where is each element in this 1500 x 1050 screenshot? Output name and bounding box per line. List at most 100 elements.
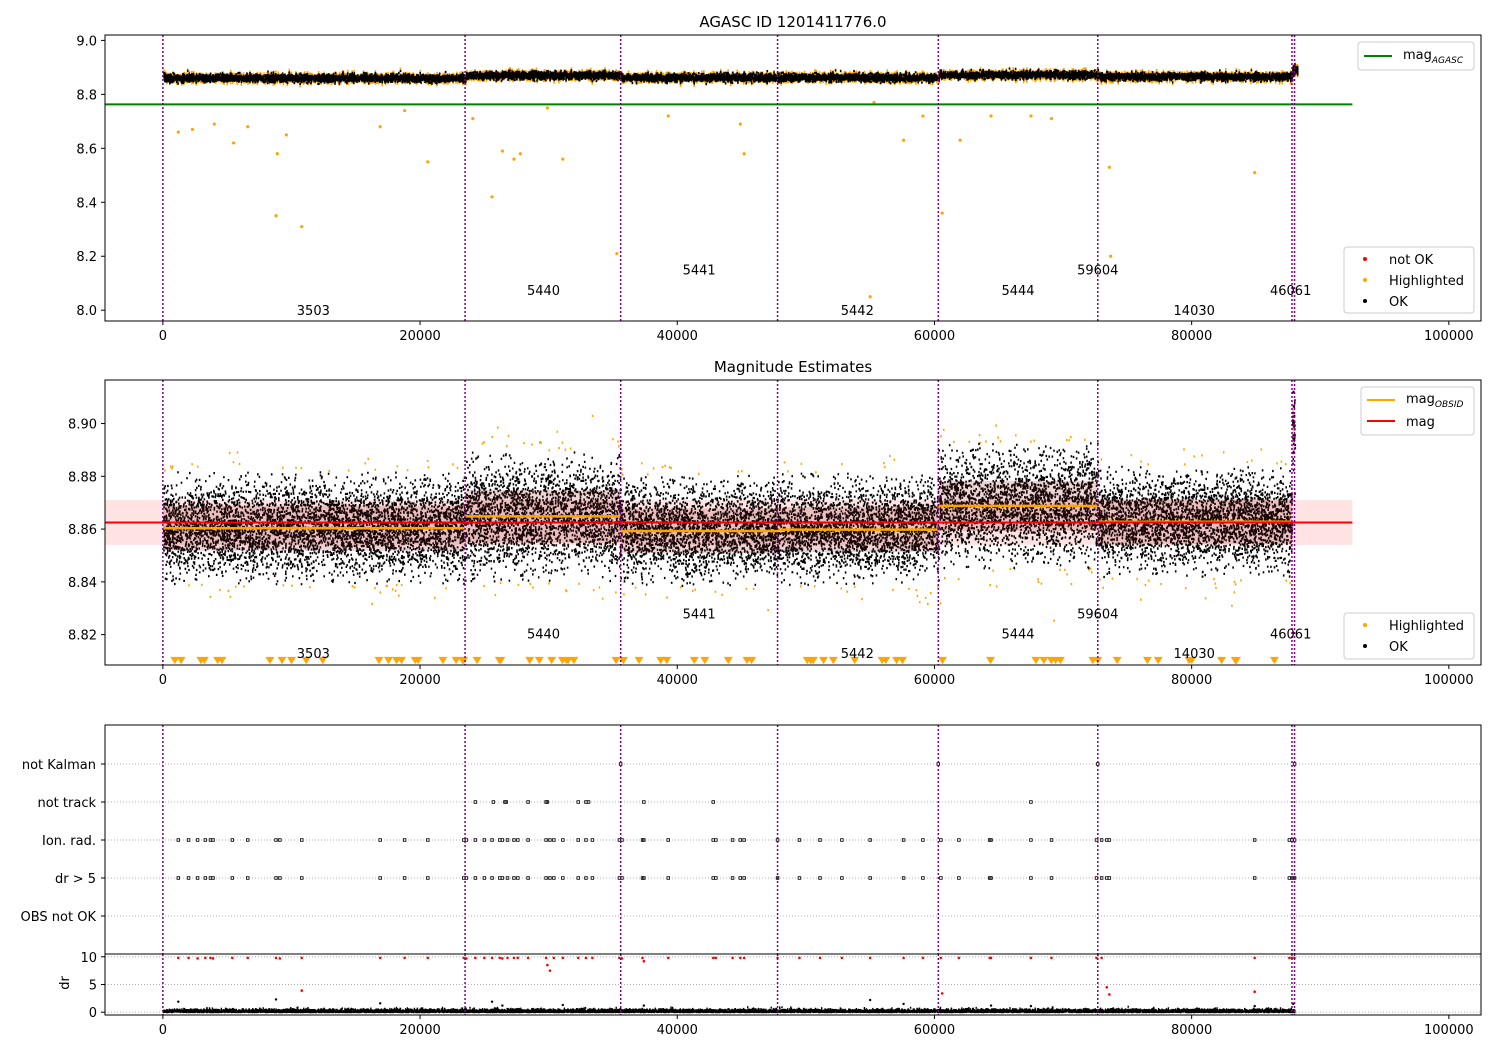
x-tick-label: 80000 <box>1171 673 1212 688</box>
flag-mark <box>1252 876 1257 880</box>
highlighted-outlier-point <box>378 125 382 129</box>
y-tick-label: 8.2 <box>76 250 97 265</box>
flag-mark <box>274 876 278 880</box>
p1-axes: 0 20000 40000 60000 80000 100000 8.0 8.2 8.4 8.6 8… <box>76 34 1482 344</box>
flag-mark <box>742 838 746 842</box>
dr-not-ok-point <box>1253 990 1256 994</box>
highlighted-outlier-point <box>284 133 288 137</box>
dr-not-ok-point <box>278 957 282 960</box>
highlighted-outlier-point <box>518 152 522 156</box>
p3-axes: not Kalman not track Ion. rad. dr > 5 OBS no… <box>21 724 1482 955</box>
obsid-label: 59604 <box>1077 264 1118 279</box>
category-label: dr > 5 <box>55 872 96 887</box>
highlighted-outlier-point <box>742 152 746 156</box>
highlighted-outlier-point <box>901 138 906 142</box>
highlighted-outlier-point <box>275 152 279 156</box>
dr-not-ok-point <box>512 956 516 960</box>
x-tick-label: 40000 <box>657 673 698 688</box>
y-tick-label: 8.84 <box>68 576 97 591</box>
y-tick-label: 8.86 <box>68 523 97 538</box>
flag-mark <box>714 838 718 842</box>
dr-not-ok-point <box>426 956 430 960</box>
dr-not-ok-point <box>544 956 548 960</box>
dr-not-ok-point <box>526 956 530 960</box>
highlighted-outlier-point <box>615 251 619 256</box>
flag-mark <box>797 838 802 842</box>
dr-not-ok-point <box>490 956 494 960</box>
flag-mark <box>1029 800 1033 804</box>
flag-mark <box>378 838 382 842</box>
flag-mark <box>552 838 556 842</box>
flag-mark <box>584 838 588 842</box>
dr-ylabel: dr <box>58 976 73 990</box>
flag-mark <box>203 838 208 842</box>
highlighted-outlier-point <box>426 160 430 164</box>
highlighted-outlier-point <box>561 157 565 161</box>
obsid-label: 3503 <box>297 647 330 662</box>
flag-mark <box>590 838 595 842</box>
y-tick-label: 8.8 <box>76 88 97 103</box>
highlighted-outlier-point <box>958 138 962 142</box>
flag-mark <box>505 876 510 880</box>
dr-outlier-point <box>177 1000 180 1003</box>
agasc-magnitude-panel: AGASC ID 1201411776.0 3503 5440 5441 5442 54… <box>76 13 1482 344</box>
flag-mark <box>490 876 494 880</box>
y-tick-label: 8.90 <box>68 418 97 433</box>
flag-mark <box>620 838 624 842</box>
dr-not-ok-point <box>868 956 872 960</box>
flag-mark <box>921 876 925 880</box>
flag-mark <box>278 838 282 842</box>
flag-mark <box>516 838 520 842</box>
dr-not-ok-point <box>211 957 215 960</box>
flag-mark <box>738 838 742 842</box>
flag-mark <box>1252 838 1257 842</box>
obsid-label: 46061 <box>1270 627 1311 642</box>
obsid-label: 5444 <box>1001 284 1034 299</box>
x-tick-label: 20000 <box>399 1023 440 1038</box>
x-tick-label: 80000 <box>1171 1023 1212 1038</box>
obsid-label: 5441 <box>683 264 716 279</box>
figure-title: AGASC ID 1201411776.0 <box>699 13 886 31</box>
dr-outlier-point <box>868 998 872 1002</box>
x-tick-label: 0 <box>159 673 167 688</box>
highlighted-outlier-point <box>921 114 925 118</box>
x-tick-label: 40000 <box>657 1023 698 1038</box>
flag-mark <box>464 838 469 842</box>
x-tick-label: 20000 <box>399 673 440 688</box>
legend-highlighted: Highlighted <box>1389 274 1464 289</box>
obsid-label: 59604 <box>1077 608 1118 623</box>
dr-not-ok-point <box>584 956 588 960</box>
highlighted-outlier-point <box>989 114 993 118</box>
category-label: not track <box>37 796 96 811</box>
flag-mark <box>176 876 181 880</box>
legend-ok: OK <box>1389 295 1408 310</box>
x-tick-label: 40000 <box>657 329 698 344</box>
dr-not-ok-point <box>378 956 382 960</box>
flag-mark <box>246 838 250 842</box>
flag-mark <box>490 838 494 842</box>
dr-not-ok-point <box>516 956 520 960</box>
flag-mark <box>561 838 565 842</box>
flag-mark <box>176 838 181 842</box>
flag-mark <box>512 876 516 880</box>
dr-outlier-point <box>989 1004 993 1007</box>
dr-not-ok-point <box>1029 956 1033 960</box>
highlighted-outlier-point <box>190 127 195 132</box>
dr-not-ok-point <box>939 956 943 960</box>
flag-mark <box>300 876 304 880</box>
flag-mark <box>526 838 530 842</box>
dr-not-ok-point <box>209 956 212 960</box>
dr-not-ok-point <box>591 956 594 960</box>
highlighted-outlier-point <box>1029 114 1033 118</box>
flag-mark <box>230 838 235 842</box>
x-tick-label: 100000 <box>1424 1023 1474 1038</box>
x-tick-label: 60000 <box>914 1023 955 1038</box>
dr-outlier-point <box>1029 1004 1033 1008</box>
flag-mark <box>186 876 191 880</box>
flag-mark <box>211 876 215 880</box>
flag-mark <box>505 838 510 842</box>
highlighted-outlier-point <box>1109 254 1113 258</box>
flag-mark <box>526 876 530 880</box>
flag-mark <box>1107 876 1112 880</box>
